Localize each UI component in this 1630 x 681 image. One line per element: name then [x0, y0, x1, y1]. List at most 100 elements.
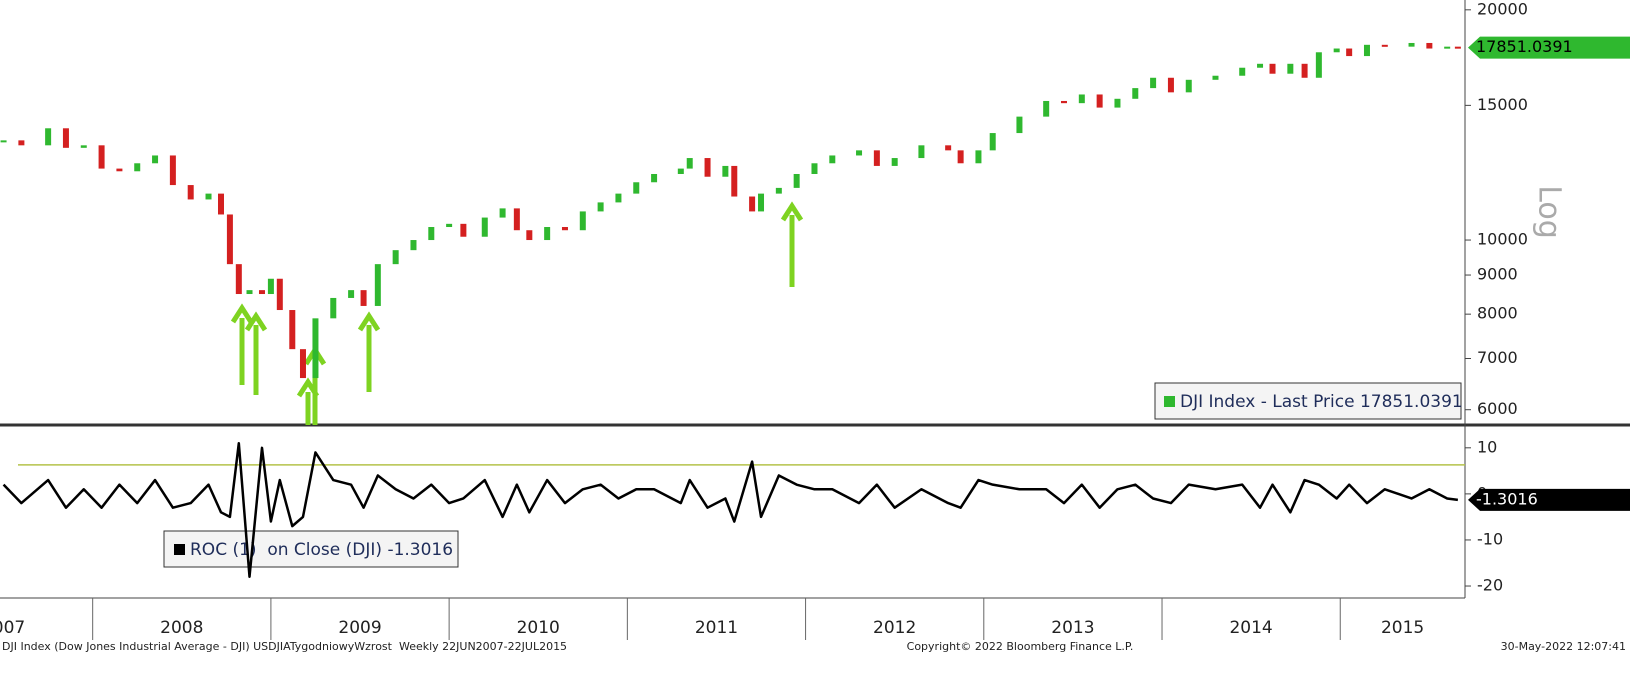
candle	[651, 173, 658, 183]
candle	[1301, 63, 1308, 78]
candle	[1333, 48, 1340, 53]
candle	[235, 264, 242, 295]
candle	[1444, 46, 1451, 49]
x-tick-label: 2014	[1229, 618, 1272, 638]
annotation-arrows	[230, 201, 804, 425]
candle	[704, 158, 711, 177]
candle	[513, 208, 520, 231]
candle	[749, 196, 756, 212]
candle	[187, 185, 194, 200]
scale-label: Log	[1532, 185, 1567, 239]
candle	[258, 290, 265, 295]
candle	[330, 297, 337, 319]
y-tick-label: 7000	[1477, 348, 1518, 367]
candle	[1185, 79, 1192, 93]
y-tick-label: 9000	[1477, 265, 1518, 284]
x-tick-label: 2010	[517, 618, 560, 638]
footer-left: DJI Index (Dow Jones Industrial Average …	[2, 640, 567, 653]
y-tick-label: -20	[1477, 576, 1503, 595]
footer-right: 30-May-2022 12:07:41	[1501, 640, 1626, 653]
candle	[597, 202, 604, 212]
candle	[392, 250, 399, 265]
legend-box	[1154, 382, 1462, 420]
candle	[1381, 44, 1388, 47]
candle	[0, 140, 7, 143]
candle	[989, 133, 996, 151]
candle	[561, 227, 568, 231]
candle	[152, 155, 159, 164]
candle	[1257, 63, 1264, 68]
candle	[1408, 42, 1415, 47]
candle	[45, 128, 52, 146]
candle	[226, 214, 233, 265]
candle	[1426, 42, 1433, 49]
x-tick-label: 2009	[338, 618, 381, 638]
candle	[731, 165, 738, 197]
candle	[360, 290, 367, 306]
candle	[793, 173, 800, 188]
legend-value: -1.3016	[387, 540, 453, 560]
candle	[80, 145, 87, 148]
legend-price: DJI Index - Last Price 17851.0391	[1154, 382, 1463, 420]
last-value-tag	[1468, 36, 1630, 59]
candle	[1287, 63, 1294, 74]
y-tick-label: 10000	[1477, 230, 1528, 249]
candle	[217, 193, 224, 215]
legend-label: ROC (1) on Close (DJI)	[190, 540, 382, 560]
candle	[1016, 116, 1023, 134]
candle	[374, 264, 381, 306]
candle	[428, 227, 435, 241]
y-tick-label: -10	[1477, 529, 1503, 548]
candle	[829, 155, 836, 164]
legend-swatch	[1164, 396, 1175, 407]
candle	[299, 349, 306, 379]
candle	[460, 223, 467, 237]
candle	[811, 163, 818, 174]
candle	[1060, 100, 1067, 104]
x-tick-label: 2015	[1381, 618, 1424, 638]
legend-box	[163, 530, 459, 568]
y-tick-label: 10	[1477, 437, 1497, 456]
candle	[1363, 44, 1370, 57]
candle	[722, 165, 729, 177]
candle	[686, 158, 693, 169]
x-tick-label: 2012	[873, 618, 916, 638]
candle	[1315, 52, 1322, 78]
y-tick-label: 20000	[1477, 0, 1528, 18]
candle	[1043, 100, 1050, 117]
candle	[775, 187, 782, 194]
legend-entry: ROC (1) on Close (DJI) -1.3016	[190, 540, 453, 560]
candle	[758, 193, 765, 212]
y-tick-label: 8000	[1477, 304, 1518, 323]
candle	[312, 318, 319, 379]
candle	[1078, 94, 1085, 104]
candle	[134, 163, 141, 172]
legend-roc: ROC (1) on Close (DJI) -1.3016	[163, 530, 459, 568]
candle	[633, 182, 640, 194]
candle	[891, 158, 898, 166]
y-tick-label: 15000	[1477, 95, 1528, 114]
candle	[945, 145, 952, 151]
legend-label: DJI Index - Last Price	[1180, 392, 1355, 412]
roc-line	[2, 441, 1459, 579]
x-tick-label: 2008	[160, 618, 203, 638]
candle	[98, 145, 105, 169]
candle	[975, 150, 982, 164]
candle	[410, 240, 417, 251]
candle	[289, 310, 296, 350]
candle	[169, 155, 176, 186]
candle	[918, 145, 925, 159]
candle	[1269, 63, 1276, 74]
candle	[1239, 67, 1246, 76]
y-tick-label: 6000	[1477, 399, 1518, 418]
candle	[526, 230, 533, 241]
candle	[1346, 48, 1353, 57]
candle	[1167, 77, 1174, 93]
last-value-tag	[1468, 488, 1630, 511]
candle	[116, 168, 123, 172]
candle	[481, 217, 488, 237]
candle	[1114, 98, 1121, 108]
legend-entry: DJI Index - Last Price 17851.0391	[1180, 392, 1463, 412]
candle	[1212, 75, 1219, 80]
